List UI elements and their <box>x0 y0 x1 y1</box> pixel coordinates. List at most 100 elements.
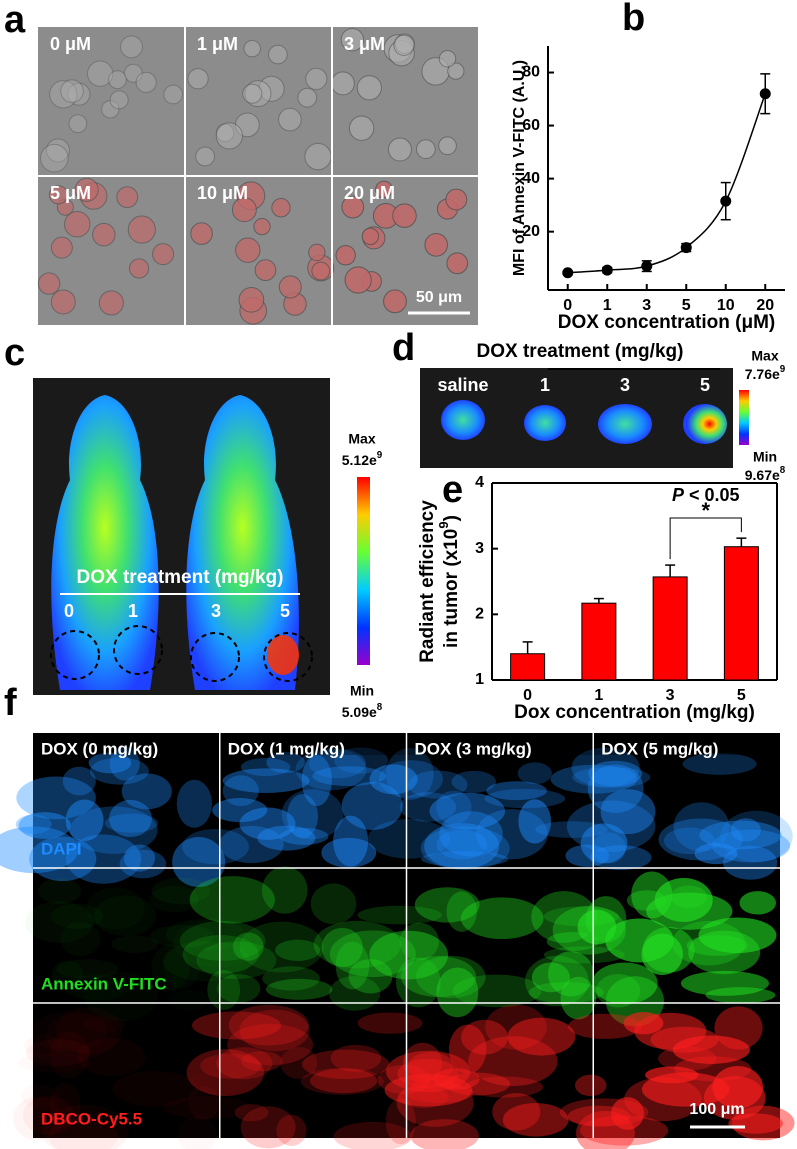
stain-texture <box>694 842 738 865</box>
data-point <box>601 264 613 276</box>
stain-texture <box>0 826 79 874</box>
stain-texture <box>507 1017 576 1056</box>
stain-texture <box>16 776 96 820</box>
stain-texture <box>182 828 249 865</box>
stain-texture <box>566 800 656 852</box>
cell <box>356 75 382 101</box>
cell <box>120 35 143 59</box>
stain-texture <box>165 918 246 951</box>
stain-texture <box>329 930 416 978</box>
panel-label: e <box>442 469 463 511</box>
stain-texture <box>367 819 450 859</box>
max-value-exp: 9 <box>780 364 786 375</box>
dose-label: 5 <box>280 601 290 621</box>
stain-texture <box>234 1104 269 1122</box>
colorbar <box>357 477 370 665</box>
stain-texture <box>333 815 369 867</box>
max-value-base: 7.76e <box>745 366 780 382</box>
stain-texture <box>357 1012 423 1034</box>
max-value: 7.76e9 <box>745 364 786 382</box>
x-tick-label: 10 <box>717 297 735 314</box>
y-axis-label: Radiant efficiency <box>417 500 438 663</box>
stain-texture <box>730 818 761 842</box>
stain-texture <box>29 836 97 882</box>
stain-texture <box>531 962 570 993</box>
stain-texture <box>196 941 277 980</box>
stain-texture <box>295 748 367 791</box>
stain-label: Annexin V-FITC <box>41 974 167 993</box>
stain-texture <box>50 903 103 929</box>
stain-texture <box>680 970 770 996</box>
stain-texture <box>396 1079 474 1127</box>
stain-texture <box>451 770 497 793</box>
cell <box>415 139 436 160</box>
stain-texture <box>151 944 190 991</box>
min-value: 5.09e8 <box>342 702 383 720</box>
stain-texture <box>189 876 275 924</box>
stain-texture <box>31 1012 107 1052</box>
sample-label: 3 <box>620 375 630 395</box>
stain-texture <box>397 1086 449 1109</box>
min-value-base: 5.09e <box>342 704 377 720</box>
stain-texture <box>321 927 363 968</box>
stain-texture <box>276 1114 307 1146</box>
x-tick-label: 5 <box>737 687 746 704</box>
stain-texture <box>591 832 626 864</box>
x-tick-label: 1 <box>594 687 603 704</box>
stain-texture <box>385 1098 416 1145</box>
tumor-circle <box>263 632 313 682</box>
stain-texture <box>93 895 157 936</box>
condition-label: 3 μM <box>344 34 385 54</box>
tumor-circle <box>190 632 240 682</box>
stain-texture <box>588 760 643 787</box>
stain-texture <box>518 799 552 844</box>
stain-cell <box>179 866 442 1011</box>
cell <box>48 185 69 205</box>
cell <box>123 63 143 83</box>
cell <box>128 258 150 279</box>
treatment-title: DOX treatment (mg/kg) <box>77 567 284 588</box>
dose-label: 0 <box>64 601 74 621</box>
stain-texture <box>261 866 308 914</box>
stain-texture <box>13 1096 62 1141</box>
stain-texture <box>705 987 776 1004</box>
cell <box>101 100 120 119</box>
max-label: Max <box>751 348 778 364</box>
min-value-exp: 8 <box>780 465 786 476</box>
stain-texture <box>439 811 503 857</box>
y-axis-label: in tumor (x109) <box>436 515 462 648</box>
stain-texture <box>119 849 167 879</box>
y-tick-label: 40 <box>522 170 540 187</box>
cell <box>152 243 175 266</box>
y-axis-label-end: ) <box>441 515 462 521</box>
stain-texture <box>605 918 674 963</box>
stain-texture <box>188 1086 220 1120</box>
stain-texture <box>663 827 716 855</box>
stain-texture <box>580 1115 669 1146</box>
stain-texture <box>492 1092 541 1131</box>
min-label: Min <box>350 683 374 699</box>
stain-texture <box>275 939 321 961</box>
cell <box>50 289 76 315</box>
stain-texture <box>589 845 652 871</box>
stain-texture <box>452 974 542 1008</box>
stain-texture <box>56 959 119 979</box>
cell <box>348 115 375 141</box>
cell <box>116 186 139 209</box>
stain-cell <box>0 746 249 888</box>
cell <box>438 136 457 156</box>
column-header: DOX (0 mg/kg) <box>41 739 158 758</box>
cell <box>163 84 184 105</box>
bar <box>510 653 546 681</box>
stain-texture <box>186 1049 264 1097</box>
cell <box>304 142 332 171</box>
stain-texture <box>414 887 480 923</box>
stain-texture <box>239 807 296 841</box>
stain-texture <box>266 751 305 774</box>
stain-texture <box>712 829 791 863</box>
stain-texture <box>313 920 401 969</box>
cell <box>92 222 116 247</box>
stain-texture <box>301 754 332 807</box>
stain-texture <box>698 917 777 954</box>
cell <box>40 143 69 173</box>
